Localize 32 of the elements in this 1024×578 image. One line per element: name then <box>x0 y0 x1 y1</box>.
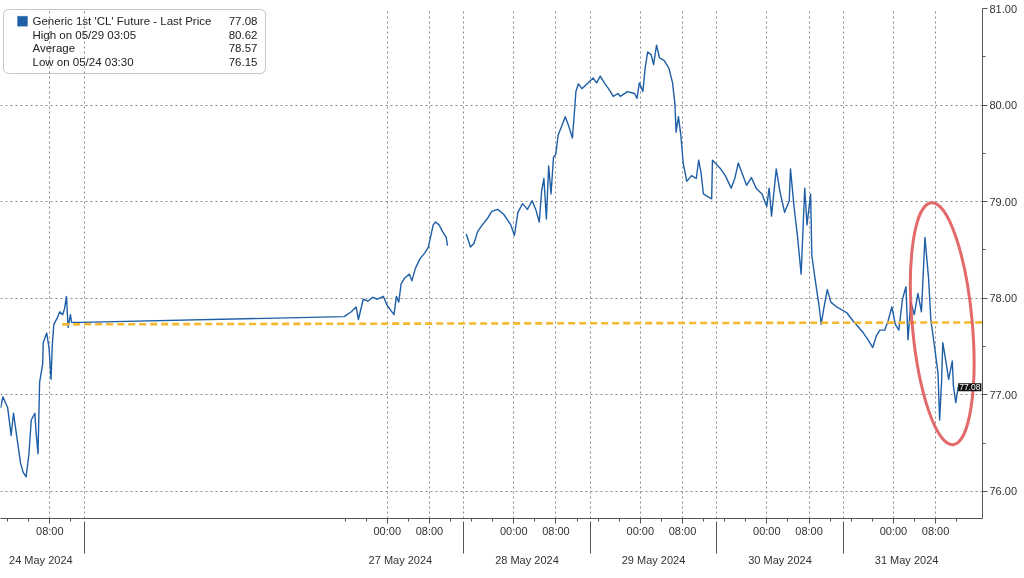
x-tick-label: 08:00 <box>415 524 444 537</box>
annotation: Average <box>32 42 76 55</box>
y-tick-label: 81.00 <box>989 2 1018 15</box>
x2-tick-label: 31 May 2024 <box>874 553 939 566</box>
legend-label: Generic 1st 'CL' Future - Last Price <box>32 15 212 28</box>
x-tick-label: 00:00 <box>626 524 655 537</box>
annotation: High on 05/29 03:05 <box>32 28 137 41</box>
x2-tick-label: 24 May 2024 <box>9 553 73 566</box>
y-tick-label: 77.00 <box>989 388 1018 401</box>
x-tick-label: 08:00 <box>542 524 570 537</box>
x2-tick-label: 27 May 2024 <box>368 553 433 566</box>
x-tick-label: 00:00 <box>373 524 401 537</box>
x-tick-label: 08:00 <box>795 524 823 537</box>
x2-tick-label: 28 May 2024 <box>495 553 559 566</box>
x2-tick-label: 29 May 2024 <box>621 553 686 566</box>
y-tick-label: 76.00 <box>989 485 1018 498</box>
annotation: 80.62 <box>228 28 258 41</box>
y-tick-label: 79.00 <box>989 195 1018 208</box>
x-tick-label: 00:00 <box>753 524 781 537</box>
x2-tick-label: 30 May 2024 <box>748 553 812 566</box>
y-tick-label: 80.00 <box>989 99 1018 112</box>
annotation: 76.15 <box>228 55 258 68</box>
annotation: 77.08 <box>959 382 981 393</box>
y-tick-label: 78.00 <box>989 292 1018 305</box>
x-tick-label: 08:00 <box>36 524 64 537</box>
x-tick-label: 08:00 <box>668 524 697 537</box>
annotation: 78.57 <box>228 42 258 55</box>
annotation: 77.08 <box>228 15 258 28</box>
x-tick-label: 00:00 <box>500 524 528 537</box>
x-tick-label: 08:00 <box>921 524 950 537</box>
x-tick-label: 00:00 <box>879 524 908 537</box>
annotation: Low on 05/24 03:30 <box>32 55 134 68</box>
